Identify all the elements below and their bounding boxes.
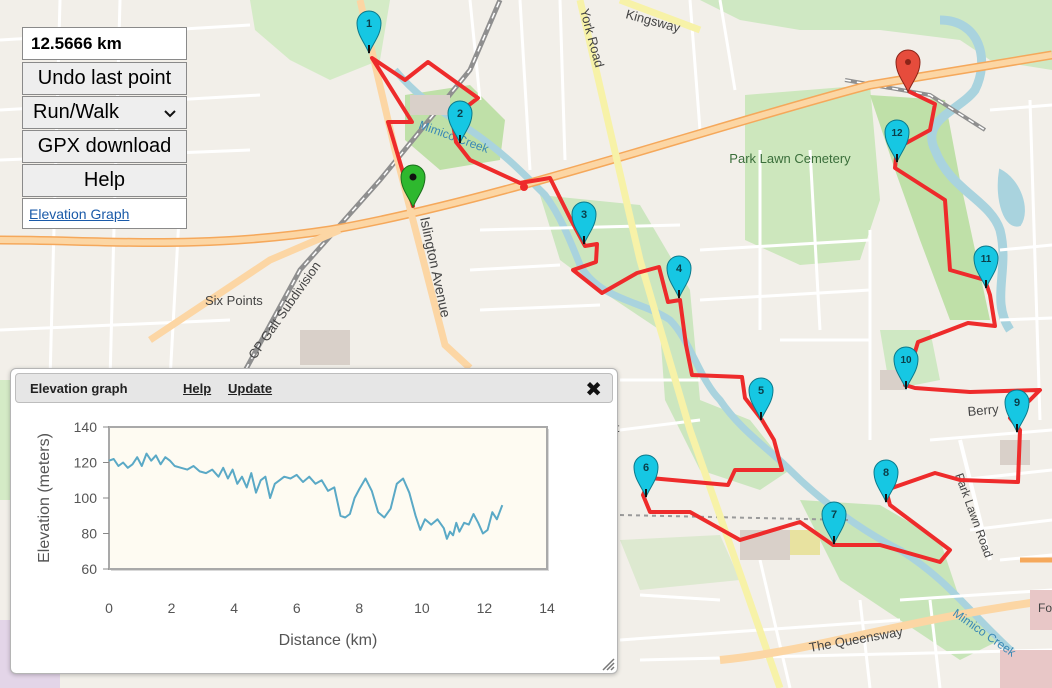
waypoint-marker-1[interactable]: 1 [356, 10, 382, 55]
waypoint-marker-9[interactable]: 9 [1004, 389, 1030, 434]
close-icon[interactable]: ✖ [585, 377, 602, 401]
chevron-down-icon [164, 105, 176, 121]
waypoint-marker-6[interactable]: 6 [633, 454, 659, 499]
waypoint-marker-5[interactable]: 5 [748, 377, 774, 422]
place-label-six-points: Six Points [205, 293, 263, 308]
elevation-update-link[interactable]: Update [228, 381, 273, 396]
y-tick-label: 60 [81, 561, 97, 577]
svg-text:6: 6 [643, 462, 649, 474]
waypoint-marker-2[interactable]: 2 [447, 100, 473, 145]
creek [392, 15, 1052, 684]
x-tick-label: 4 [230, 600, 238, 616]
end-marker[interactable] [895, 49, 921, 94]
elevation-graph-link[interactable]: Elevation Graph [29, 205, 130, 222]
undo-last-point-button[interactable]: Undo last point [22, 62, 187, 95]
x-tick-label: 6 [293, 600, 301, 616]
waypoint-marker-7[interactable]: 7 [821, 501, 847, 546]
y-tick-label: 80 [81, 526, 97, 542]
gpx-download-button[interactable]: GPX download [22, 130, 187, 163]
waypoint-marker-11[interactable]: 11 [973, 245, 999, 290]
elevation-panel-header[interactable]: Elevation graph Help Update ✖ [15, 373, 613, 403]
x-tick-label: 8 [355, 600, 363, 616]
mode-select[interactable]: Run/Walk [22, 96, 187, 129]
waypoint-marker-4[interactable]: 4 [666, 255, 692, 300]
cemetery-label: Park Lawn Cemetery [729, 151, 851, 166]
x-tick-label: 0 [105, 600, 113, 616]
svg-text:10: 10 [900, 355, 912, 366]
elevation-panel-title: Elevation graph [30, 381, 128, 396]
road-label-berry: Berry [967, 401, 1000, 419]
y-tick-label: 140 [74, 419, 98, 435]
svg-text:5: 5 [758, 385, 764, 397]
svg-text:11: 11 [981, 254, 992, 265]
elevation-chart: 60 80 100 120 140 0 2 4 6 8 10 12 14 Distance (km) Ele… [36, 419, 555, 649]
y-axis-label: Elevation (meters) [36, 433, 53, 563]
elevation-help-link[interactable]: Help [183, 381, 212, 396]
resize-handle-icon[interactable] [599, 655, 615, 671]
waypoint-marker-3[interactable]: 3 [571, 201, 597, 246]
svg-text:1: 1 [366, 18, 372, 30]
svg-text:4: 4 [676, 263, 683, 275]
elevation-graph-row: Elevation Graph [22, 198, 187, 229]
x-tick-label: 14 [539, 600, 555, 616]
distance-readout: 12.5666 km [22, 27, 187, 60]
elevation-series-line [108, 452, 504, 540]
waypoint-marker-12[interactable]: 12 [884, 119, 910, 164]
svg-text:7: 7 [831, 509, 837, 521]
svg-text:8: 8 [883, 467, 889, 479]
waypoint-marker-8[interactable]: 8 [873, 459, 899, 504]
map-label-st: t [616, 421, 620, 435]
x-tick-label: 10 [414, 600, 430, 616]
y-tick-label: 120 [74, 455, 98, 471]
map-label-fo: Fo [1038, 601, 1052, 615]
waypoint-marker-10[interactable]: 10 [893, 346, 919, 391]
start-marker[interactable] [400, 164, 426, 209]
mode-select-value: Run/Walk [33, 101, 119, 123]
x-tick-label: 2 [168, 600, 176, 616]
svg-text:12: 12 [891, 128, 903, 139]
plot-area [108, 426, 548, 570]
svg-text:9: 9 [1014, 397, 1020, 409]
y-tick-label: 100 [74, 490, 98, 506]
x-axis-label: Distance (km) [279, 632, 378, 649]
x-tick-label: 12 [477, 600, 493, 616]
route-markers[interactable]: 1 2 3 4 5 6 7 8 9 10 11 12 [356, 10, 1030, 546]
svg-text:2: 2 [457, 108, 463, 120]
elevation-panel: Elevation graph Help Update ✖ 60 80 100 120… [10, 368, 618, 674]
help-button[interactable]: Help [22, 164, 187, 197]
svg-text:3: 3 [581, 209, 587, 221]
